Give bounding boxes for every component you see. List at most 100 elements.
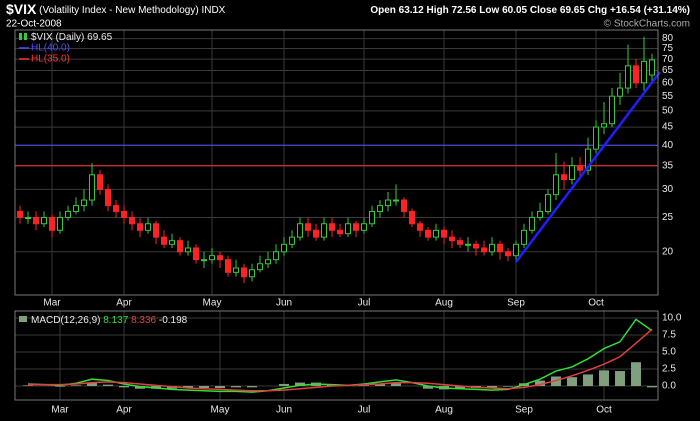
legend-icon — [19, 33, 22, 40]
y-tick-label: 55 — [662, 91, 674, 102]
symbol: $VIX — [6, 1, 37, 17]
x-tick-label: Oct — [596, 405, 612, 416]
header-line: $VIX (Volatility Index - New Methodology… — [6, 1, 226, 17]
price-panel-frame — [14, 29, 659, 296]
histogram-bar — [279, 383, 289, 386]
candle-body — [145, 223, 151, 231]
candle-body — [633, 65, 639, 84]
histogram-bar — [215, 385, 225, 389]
histogram-bar — [199, 385, 209, 389]
candle-body — [425, 229, 431, 238]
x-tick-label: Apr — [116, 298, 132, 309]
candle-body — [361, 223, 367, 231]
candle-body — [225, 259, 231, 273]
candle-body — [153, 223, 159, 238]
candle-body — [313, 229, 319, 238]
exchange: INDX — [201, 5, 225, 16]
quote-label: Close — [530, 5, 558, 16]
candle-body — [273, 251, 279, 261]
candle-body — [97, 174, 103, 190]
histogram-bar — [55, 385, 65, 387]
candle-body — [369, 210, 375, 225]
candle-body — [265, 259, 271, 265]
legend-entry: $VIX (Daily) 69.65 — [31, 32, 113, 43]
candle-body — [393, 199, 399, 202]
candle-body — [521, 229, 527, 245]
candle-body — [465, 243, 471, 246]
histogram-bar — [247, 385, 257, 388]
candle-body — [441, 229, 447, 238]
candle-body — [577, 165, 583, 171]
candle-body — [193, 247, 199, 261]
x-tick-label: Oct — [588, 298, 604, 309]
histogram-bar — [631, 362, 641, 386]
date: 22-Oct-2008 — [6, 19, 62, 30]
candle-body — [137, 223, 143, 231]
histogram-bar — [583, 374, 593, 386]
legend-entry: HL(35.0) — [31, 54, 70, 65]
y-tick-label: 35 — [662, 160, 674, 171]
candle-body — [353, 223, 359, 231]
candle-body — [17, 210, 23, 218]
x-tick-label: Apr — [116, 405, 132, 416]
candle-body — [449, 236, 455, 242]
histogram-bar — [567, 377, 577, 386]
y-tick-label: 65 — [662, 65, 674, 76]
histogram-bar — [295, 382, 305, 386]
candle-body — [593, 126, 599, 150]
legend-name: MACD(12,26,9) — [31, 315, 100, 326]
legend-icon — [24, 33, 27, 40]
y-tick-label: 80 — [662, 33, 674, 44]
x-tick-label: Aug — [435, 405, 453, 416]
candle-body — [201, 259, 207, 262]
histogram-bar — [599, 370, 609, 386]
x-tick-label: Aug — [435, 298, 453, 309]
histogram-bar — [647, 385, 657, 388]
candle-body — [209, 255, 215, 261]
candle-body — [385, 199, 391, 207]
candle-body — [401, 199, 407, 212]
histogram-bar — [359, 385, 369, 386]
candle-body — [169, 240, 175, 245]
candle-body — [641, 60, 647, 84]
candle-body — [217, 255, 223, 261]
candle-body — [297, 223, 303, 238]
candle-body — [617, 87, 623, 97]
histogram-bar — [503, 385, 513, 387]
y-tick-label: 75 — [662, 43, 674, 54]
candle-body — [569, 165, 575, 181]
candle-body — [281, 243, 287, 253]
candle-body — [241, 267, 247, 278]
candle-body — [257, 263, 263, 271]
histogram-bar — [615, 371, 625, 386]
candle-body — [289, 236, 295, 245]
y-tick-label: 5.0 — [662, 347, 676, 358]
x-tick-label: Sep — [515, 405, 533, 416]
candle-body — [305, 223, 311, 231]
quote: Open 63.12 High 72.56 Low 60.05 Close 69… — [370, 5, 690, 16]
credit: © StockCharts.com — [604, 19, 690, 30]
legend-value: -0.198 — [159, 315, 188, 326]
candle-body — [649, 59, 655, 76]
x-tick-label: Jul — [358, 405, 371, 416]
macd-panel-frame — [14, 310, 659, 401]
candle-body — [249, 269, 255, 278]
candle-body — [233, 267, 239, 273]
candle-body — [625, 65, 631, 89]
candle-body — [497, 243, 503, 253]
x-tick-label: Jul — [358, 298, 371, 309]
trendline — [515, 71, 661, 263]
candle-body — [337, 229, 343, 235]
x-tick-label: May — [211, 405, 230, 416]
candle-body — [25, 216, 31, 219]
candle-body — [113, 205, 119, 212]
x-tick-label: Mar — [51, 405, 69, 416]
candle-body — [513, 243, 519, 257]
histogram-bar — [455, 385, 465, 389]
histogram-bar — [487, 385, 497, 389]
y-tick-label: 20 — [662, 246, 674, 257]
candle-body — [433, 229, 439, 238]
candle-body — [409, 210, 415, 225]
candle-body — [457, 240, 463, 245]
symbol-name: (Volatility Index - New Methodology) — [39, 5, 199, 16]
